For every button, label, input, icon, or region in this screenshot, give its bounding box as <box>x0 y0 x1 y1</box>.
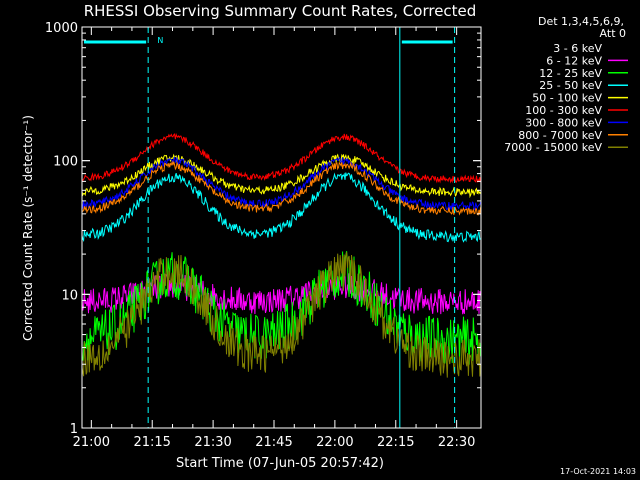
legend-label-7: 800 - 7000 keV <box>518 129 602 142</box>
legend-label-8: 7000 - 15000 keV <box>504 141 602 154</box>
legend-label-5: 100 - 300 keV <box>525 104 602 117</box>
x-tick-label-1: 21:15 <box>133 435 170 450</box>
x-tick-label-5: 22:15 <box>377 435 414 450</box>
plot-area: N 21:00 21:15 21:30 21:45 22:00 22:15 22:30 1 10 1… <box>45 21 482 450</box>
night-annotation: N <box>157 36 163 45</box>
x-tick-label-6: 22:30 <box>438 435 475 450</box>
plot-frame <box>81 26 482 429</box>
legend-label-6: 300 - 800 keV <box>525 116 602 129</box>
y-tick-label-3: 1000 <box>45 21 78 36</box>
y-axis-label: Corrected Count Rate (s⁻¹ detector⁻¹) <box>21 115 35 341</box>
y-tick-label-0: 1 <box>70 422 78 437</box>
series-line-3 <box>81 172 481 243</box>
x-tick-label-4: 22:00 <box>316 435 353 450</box>
x-axis-label: Start Time (07-Jun-05 20:57:42) <box>176 456 384 471</box>
legend-label-3: 25 - 50 keV <box>539 79 602 92</box>
legend-header-line1: Det 1,3,4,5,6,9, <box>538 15 624 28</box>
legend-label-2: 12 - 25 keV <box>539 67 602 80</box>
legend-label-1: 6 - 12 keV <box>546 54 602 67</box>
legend-header-line2: Att 0 <box>600 27 626 40</box>
footer-timestamp: 17-Oct-2021 14:03 <box>560 467 636 476</box>
x-tick-label-3: 21:45 <box>255 435 292 450</box>
chart-title: RHESSI Observing Summary Count Rates, Co… <box>84 2 477 20</box>
y-tick-label-2: 100 <box>53 155 78 170</box>
x-tick-label-0: 21:00 <box>73 435 110 450</box>
y-tick-label-1: 10 <box>61 288 78 303</box>
legend-label-4: 50 - 100 keV <box>532 92 602 105</box>
legend-label-0: 3 - 6 keV <box>553 42 602 55</box>
x-tick-label-2: 21:30 <box>194 435 231 450</box>
